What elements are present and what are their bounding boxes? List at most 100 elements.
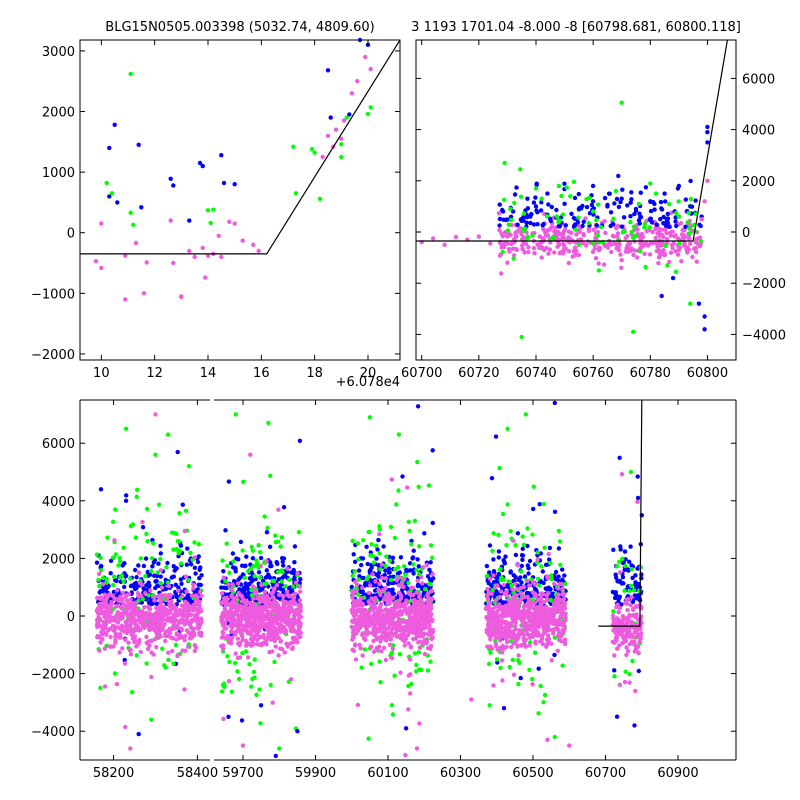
data-point: [496, 613, 501, 619]
data-point: [161, 604, 167, 610]
data-point: [538, 244, 543, 250]
data-point: [511, 635, 517, 640]
data-point: [252, 657, 257, 662]
data-point: [562, 246, 567, 251]
data-point: [405, 485, 410, 490]
data-point: [510, 586, 515, 591]
data-point: [278, 639, 283, 644]
data-point: [163, 665, 168, 670]
data-point: [293, 580, 299, 585]
data-point: [250, 620, 256, 625]
data-point: [397, 652, 403, 657]
data-point: [510, 209, 516, 214]
data-point: [402, 643, 407, 648]
data-point: [521, 584, 527, 590]
data-point: [184, 610, 190, 616]
data-point: [378, 680, 383, 685]
data-point: [590, 249, 596, 254]
data-point: [170, 648, 175, 654]
data-point: [108, 571, 113, 576]
data-point: [509, 583, 514, 588]
data-point: [563, 223, 568, 228]
data-point: [399, 612, 404, 617]
data-point: [556, 546, 562, 551]
data-point: [628, 544, 633, 549]
data-point: [519, 553, 525, 558]
data-point: [543, 562, 549, 567]
data-point: [617, 242, 622, 247]
data-point: [361, 623, 367, 628]
data-point: [138, 620, 143, 625]
panel-bottom-points: [94, 400, 644, 759]
data-point: [172, 613, 177, 619]
data-point: [341, 118, 347, 123]
data-point: [663, 243, 668, 249]
data-point: [496, 532, 501, 538]
data-point: [219, 601, 224, 606]
data-point: [627, 642, 632, 647]
data-point: [100, 582, 106, 587]
y-tick-label: −4000: [742, 328, 786, 343]
data-point: [223, 528, 228, 533]
data-point: [99, 265, 104, 271]
data-point: [104, 586, 109, 591]
data-point: [527, 667, 532, 673]
data-point: [500, 643, 505, 649]
data-point: [500, 207, 505, 213]
data-point: [633, 233, 639, 238]
data-point: [617, 643, 622, 648]
data-point: [648, 199, 653, 204]
data-point: [503, 628, 508, 633]
data-point: [508, 206, 513, 212]
data-point: [555, 627, 561, 632]
data-point: [625, 234, 630, 239]
data-point: [156, 502, 162, 507]
data-point: [659, 293, 664, 299]
data-point: [526, 245, 531, 250]
data-point: [620, 575, 626, 580]
data-point: [632, 642, 637, 647]
data-point: [205, 208, 211, 213]
data-point: [656, 255, 662, 260]
data-point: [535, 242, 540, 247]
data-point: [557, 218, 563, 223]
data-point: [533, 650, 538, 655]
data-point: [167, 618, 172, 623]
data-point: [233, 660, 238, 666]
data-point: [503, 554, 508, 559]
data-point: [185, 546, 190, 551]
data-point: [688, 204, 693, 209]
data-point: [424, 562, 429, 568]
data-point: [494, 619, 499, 624]
data-point: [228, 601, 233, 607]
data-point: [514, 586, 519, 592]
data-point: [252, 675, 257, 680]
data-point: [618, 252, 623, 257]
data-point: [273, 620, 279, 625]
data-point: [225, 563, 230, 569]
data-point: [196, 542, 201, 547]
data-point: [539, 196, 544, 201]
data-point: [248, 562, 253, 567]
data-point: [224, 626, 229, 631]
data-point: [525, 235, 530, 240]
data-point: [276, 507, 281, 512]
data-point: [415, 459, 420, 465]
data-point: [277, 625, 282, 630]
data-point: [294, 630, 299, 635]
data-point: [386, 631, 392, 636]
data-point: [625, 620, 630, 625]
data-point: [525, 563, 530, 568]
data-point: [527, 643, 532, 648]
data-point: [129, 583, 135, 588]
data-point: [350, 619, 356, 624]
data-point: [158, 619, 164, 624]
data-point: [408, 645, 413, 650]
data-point: [491, 531, 496, 536]
data-point: [531, 484, 536, 489]
data-point: [151, 541, 156, 546]
data-point: [183, 574, 189, 579]
data-point: [350, 630, 356, 635]
data-point: [136, 142, 141, 147]
data-point: [549, 573, 554, 578]
